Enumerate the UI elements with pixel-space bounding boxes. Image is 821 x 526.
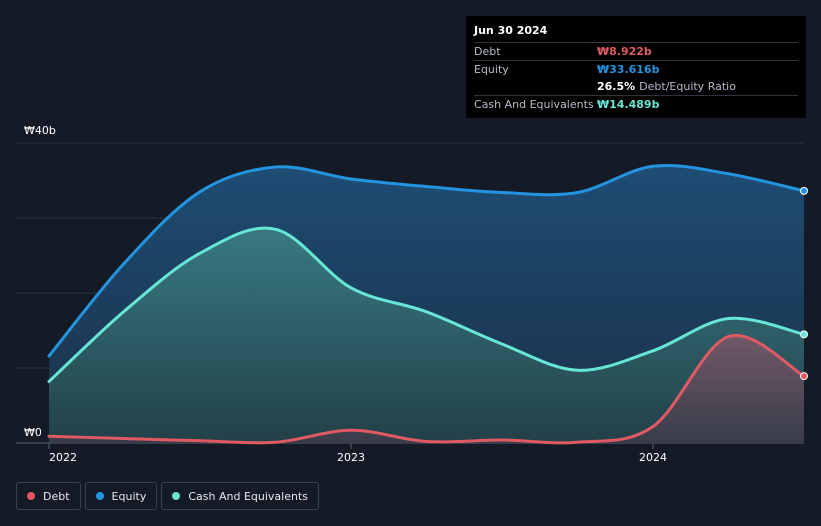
tooltip-equity-row: Equity ₩33.616b xyxy=(474,60,798,78)
legend-label-equity: Equity xyxy=(111,489,147,503)
tooltip: Jun 30 2024 Debt ₩8.922b Equity ₩33.616b… xyxy=(466,16,806,118)
equity-dot-icon xyxy=(95,492,104,500)
tooltip-ratio-spacer xyxy=(474,78,597,95)
tooltip-debt-label: Debt xyxy=(474,45,501,58)
legend-label-debt: Debt xyxy=(43,489,70,503)
tooltip-debt-value: ₩8.922b xyxy=(597,45,652,58)
y-tick-label: ₩40b xyxy=(24,124,56,137)
legend-item-debt[interactable]: Debt xyxy=(16,482,81,510)
legend-label-cash: Cash And Equivalents xyxy=(188,489,308,503)
x-tick-label: 2024 xyxy=(639,451,667,464)
cash-dot-icon xyxy=(172,492,181,500)
debt-end-marker xyxy=(800,372,808,381)
cash-and-equivalents-line xyxy=(47,226,806,383)
equity-line xyxy=(47,163,806,358)
debt-dot-icon xyxy=(27,492,35,500)
x-tick-label: 2023 xyxy=(337,451,365,464)
tooltip-equity-label: Equity xyxy=(474,63,509,76)
debt-area xyxy=(49,335,804,443)
debt-line xyxy=(47,333,806,445)
cash-and-equivalents-end-marker xyxy=(800,330,808,339)
y-tick-label: ₩0 xyxy=(24,426,42,439)
tooltip-ratio-row: 26.5% Debt/Equity Ratio xyxy=(474,78,798,95)
cash-and-equivalents-area xyxy=(49,228,804,443)
legend: Debt Equity Cash And Equivalents xyxy=(16,482,323,510)
legend-item-equity[interactable]: Equity xyxy=(84,482,158,510)
tooltip-cash-label: Cash And Equivalents xyxy=(474,98,594,111)
tooltip-cash-row: Cash And Equivalents ₩14.489b xyxy=(474,95,798,113)
tooltip-date: Jun 30 2024 xyxy=(474,24,548,37)
tooltip-cash-value: ₩14.489b xyxy=(597,98,660,111)
tooltip-ratio-label: Debt/Equity Ratio xyxy=(639,80,736,93)
legend-item-cash[interactable]: Cash And Equivalents xyxy=(161,482,319,510)
tooltip-ratio-value: 26.5% xyxy=(597,80,636,93)
tooltip-equity-value: ₩33.616b xyxy=(597,63,660,76)
x-tick-label: 2022 xyxy=(49,451,77,464)
equity-end-marker xyxy=(800,186,808,195)
tooltip-debt-row: Debt ₩8.922b xyxy=(474,42,798,60)
